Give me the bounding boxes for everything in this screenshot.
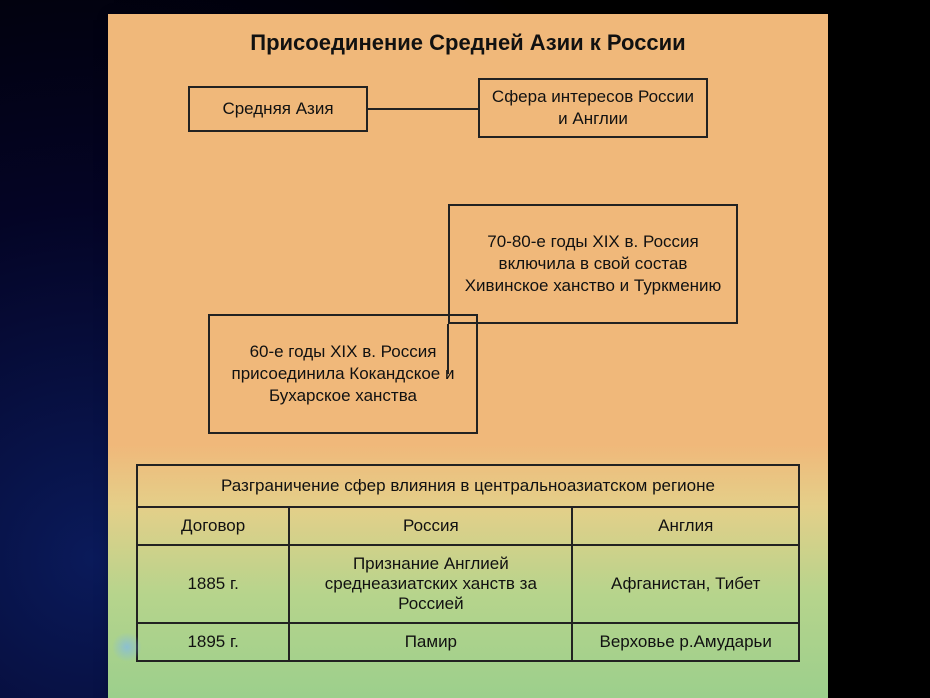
content-card: Присоединение Средней Азии к России Сред… (108, 14, 828, 698)
table-title: Разграничение сфер влияния в центральноа… (137, 465, 799, 507)
table-row: 1885 г. Признание Англией среднеазиатски… (137, 545, 799, 623)
cell-1885-treaty: 1885 г. (137, 545, 289, 623)
table-header-row: Договор Россия Англия (137, 507, 799, 545)
node-60s: 60-е годы XIX в. Россия присоединила Кок… (208, 314, 478, 434)
spheres-table: Разграничение сфер влияния в центральноа… (136, 464, 800, 662)
page-title: Присоединение Средней Азии к России (108, 30, 828, 56)
cell-1895-treaty: 1895 г. (137, 623, 289, 661)
edge-n1-n2 (368, 108, 478, 110)
cell-1885-russia: Признание Англией среднеазиатских ханств… (289, 545, 572, 623)
node-70-80s: 70-80-е годы XIX в. Россия включила в св… (448, 204, 738, 324)
node-spheres-interest: Сфера интересов России и Англии (478, 78, 708, 138)
cell-1895-russia: Памир (289, 623, 572, 661)
edge-n3-n4-v (447, 324, 449, 374)
col-header-treaty: Договор (137, 507, 289, 545)
slide-stage: Присоединение Средней Азии к России Сред… (0, 0, 930, 698)
col-header-russia: Россия (289, 507, 572, 545)
cell-1895-england: Верховье р.Амударьи (572, 623, 799, 661)
cell-1885-england: Афганистан, Тибет (572, 545, 799, 623)
table-row: 1895 г. Памир Верховье р.Амударьи (137, 623, 799, 661)
col-header-england: Англия (572, 507, 799, 545)
table-title-row: Разграничение сфер влияния в центральноа… (137, 465, 799, 507)
node-central-asia: Средняя Азия (188, 86, 368, 132)
